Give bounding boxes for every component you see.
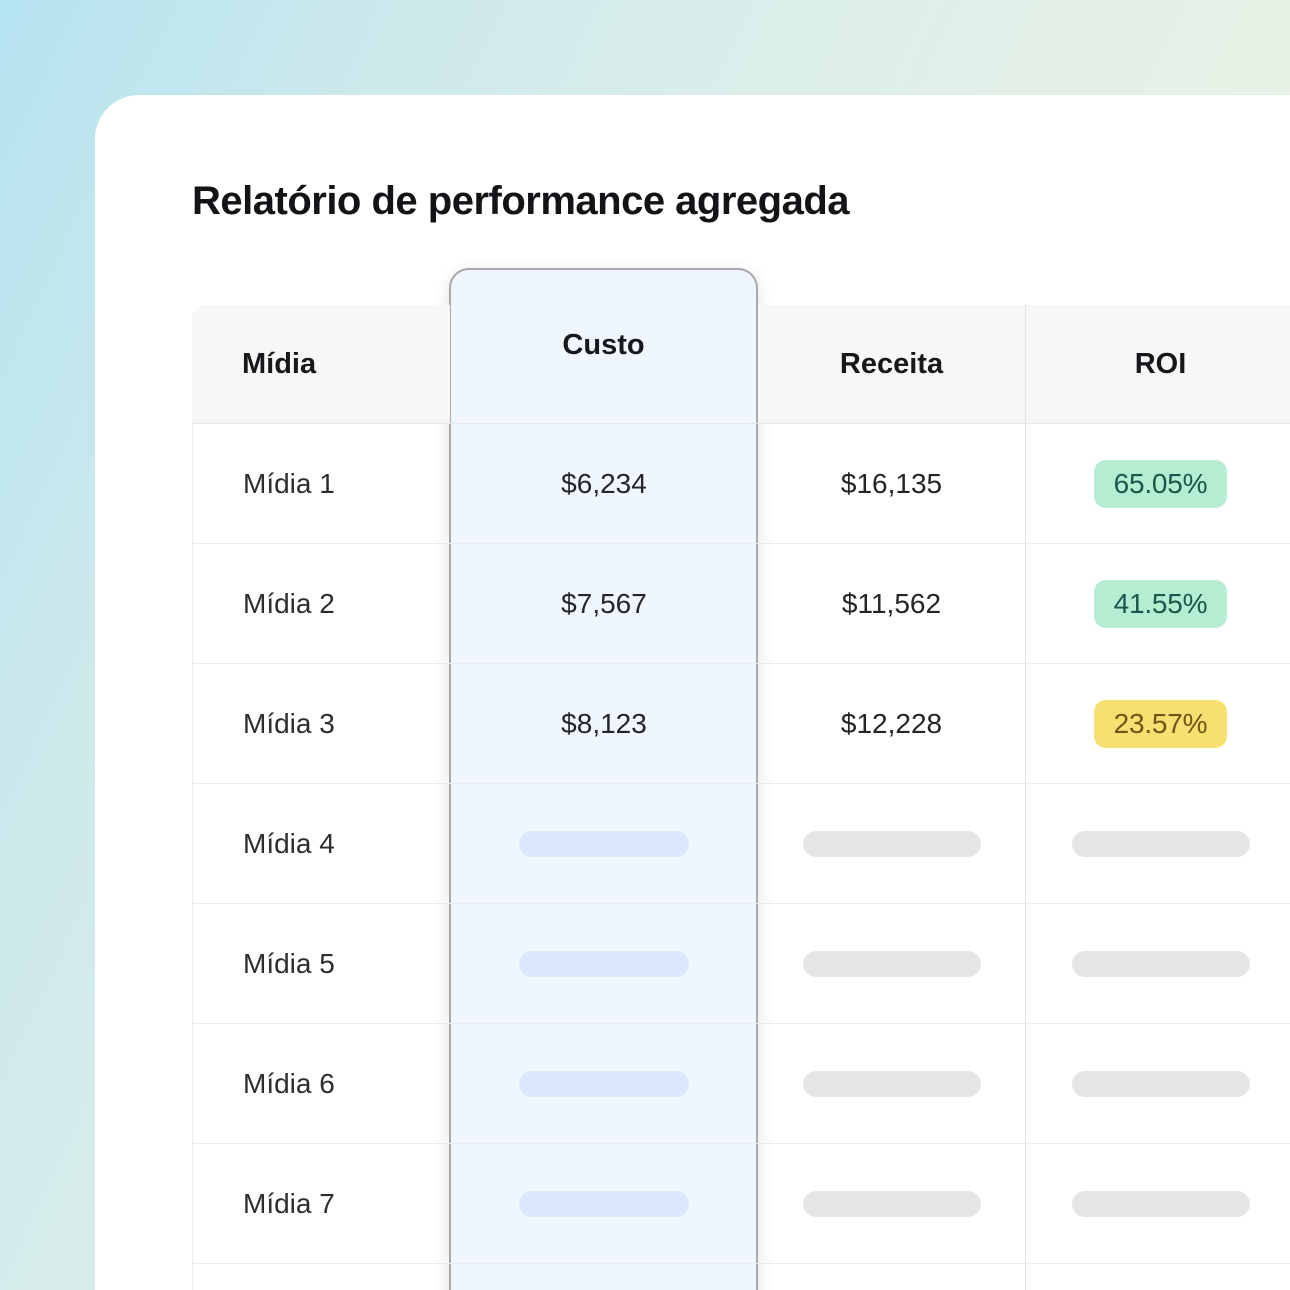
column-header-custo: Custo	[562, 329, 645, 361]
skeleton-pill-blue	[519, 830, 689, 857]
skeleton-pill-gray	[802, 1190, 981, 1217]
cell-receita-skeleton	[758, 903, 1025, 1023]
cell-receita: $11,562	[758, 543, 1025, 663]
cell-custo-skeleton	[450, 903, 758, 1023]
performance-table: Mídia Receita ROI Mídia 1 $6,234 $16,135…	[192, 305, 1290, 1290]
cell-custo-skeleton	[450, 1023, 758, 1143]
column-header-receita: Receita	[758, 305, 1025, 423]
cell-midia: Mídia 6	[192, 1023, 450, 1143]
skeleton-pill-gray	[1071, 1070, 1250, 1097]
cell-midia: Mídia 1	[192, 423, 450, 543]
cell-midia: Mídia 3	[192, 663, 450, 783]
skeleton-pill-gray	[802, 1070, 981, 1097]
cell-receita-skeleton	[758, 1143, 1025, 1263]
roi-badge: 23.57%	[1093, 699, 1228, 748]
cell-midia: Mídia 5	[192, 903, 450, 1023]
skeleton-pill-gray	[1071, 830, 1250, 857]
cell-custo-skeleton	[450, 783, 758, 903]
cell-midia: Mídia 7	[192, 1143, 450, 1263]
skeleton-pill-blue	[519, 950, 689, 977]
highlighted-column-card-custo[interactable]: Custo	[449, 268, 758, 1290]
cell-custo	[450, 1263, 758, 1290]
cell-midia	[192, 1263, 450, 1290]
skeleton-pill-gray	[802, 830, 981, 857]
cell-midia: Mídia 2	[192, 543, 450, 663]
cell-roi: 23.57%	[1025, 663, 1290, 783]
cell-roi	[1025, 1263, 1290, 1290]
skeleton-pill-blue	[519, 1190, 689, 1217]
cell-custo: $7,567	[450, 543, 758, 663]
cell-receita: $16,135	[758, 423, 1025, 543]
skeleton-pill-gray	[1071, 950, 1250, 977]
column-header-midia: Mídia	[192, 305, 450, 423]
skeleton-pill-blue	[519, 1070, 689, 1097]
cell-roi-skeleton	[1025, 1023, 1290, 1143]
cell-roi-skeleton	[1025, 903, 1290, 1023]
skeleton-pill-gray	[1071, 1190, 1250, 1217]
report-title: Relatório de performance agregada	[192, 179, 850, 223]
roi-badge: 65.05%	[1093, 459, 1228, 508]
cell-receita	[758, 1263, 1025, 1290]
cell-roi: 41.55%	[1025, 543, 1290, 663]
column-header-roi: ROI	[1025, 305, 1290, 423]
cell-custo: $8,123	[450, 663, 758, 783]
cell-midia: Mídia 4	[192, 783, 450, 903]
cell-custo: $6,234	[450, 423, 758, 543]
column-header-custo-spacer	[450, 305, 758, 423]
roi-badge: 41.55%	[1093, 579, 1228, 628]
cell-receita-skeleton	[758, 783, 1025, 903]
cell-roi: 65.05%	[1025, 423, 1290, 543]
cell-custo-skeleton	[450, 1143, 758, 1263]
cell-roi-skeleton	[1025, 1143, 1290, 1263]
cell-roi-skeleton	[1025, 783, 1290, 903]
skeleton-pill-gray	[802, 950, 981, 977]
report-card: Relatório de performance agregada Custo …	[95, 95, 1290, 1290]
cell-receita: $12,228	[758, 663, 1025, 783]
cell-receita-skeleton	[758, 1023, 1025, 1143]
